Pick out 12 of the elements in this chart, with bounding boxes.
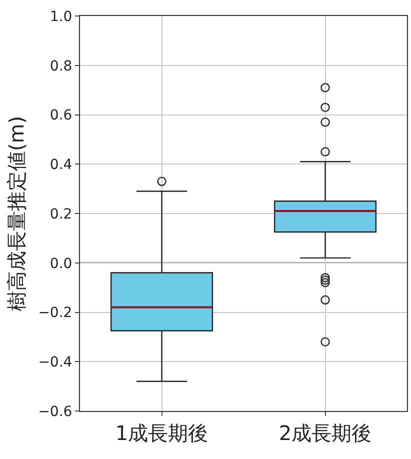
y-tick-label: −0.2 xyxy=(38,305,72,322)
y-tick-label: 0.0 xyxy=(50,256,72,272)
y-tick-label: 0.2 xyxy=(50,206,72,222)
y-axis-title: 樹高成長量推定値(m) xyxy=(4,116,29,312)
y-tick-label: 0.8 xyxy=(50,58,72,74)
y-tick-label: −0.6 xyxy=(38,404,72,420)
y-tick-label: 0.6 xyxy=(50,108,72,124)
y-tick-label: 1.0 xyxy=(50,8,72,25)
y-tick-label: 0.4 xyxy=(50,157,72,174)
y-tick-label: −0.4 xyxy=(38,354,72,371)
x-tick-label: 2成長期後 xyxy=(278,421,372,445)
x-tick-label: 1成長期後 xyxy=(115,421,208,445)
